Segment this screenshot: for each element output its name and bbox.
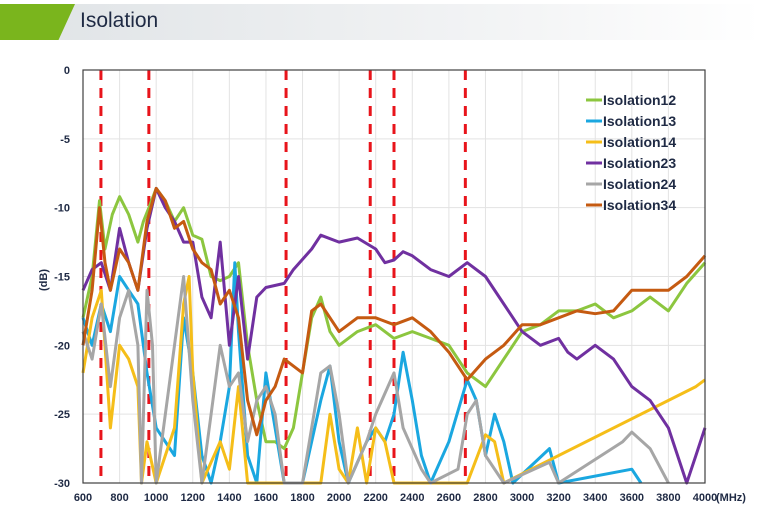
legend-label: Isolation24 [603, 176, 676, 192]
y-tick-label: 0 [64, 65, 70, 77]
x-tick-label: 2000 [327, 492, 351, 504]
x-tick-label: 3400 [583, 492, 607, 504]
x-tick-label: 800 [110, 492, 128, 504]
x-tick-label: 2400 [400, 492, 424, 504]
x-tick-label: 2800 [473, 492, 497, 504]
x-tick-label: 1200 [181, 492, 205, 504]
legend-label: Isolation34 [603, 197, 676, 213]
x-tick-label: 3200 [546, 492, 570, 504]
x-axis-label: (MHz) [716, 492, 746, 504]
x-tick-label: 2600 [437, 492, 461, 504]
legend-label: Isolation14 [603, 134, 676, 150]
series-line-isolation12 [81, 186, 707, 451]
y-tick-label: -30 [54, 478, 70, 490]
legend-label: Isolation23 [603, 155, 676, 171]
y-tick-label: -25 [54, 409, 70, 421]
x-tick-label: 3000 [510, 492, 534, 504]
x-tick-label: 2200 [363, 492, 387, 504]
legend-label: Isolation13 [603, 113, 676, 129]
x-tick-label: 1600 [254, 492, 278, 504]
series-line-isolation34 [81, 186, 707, 437]
x-tick-label: 1800 [290, 492, 314, 504]
y-tick-label: -5 [60, 134, 70, 146]
y-tick-label: -20 [54, 340, 70, 352]
series-line-isolation24 [81, 275, 670, 485]
page-title: Isolation [80, 9, 159, 32]
y-tick-label: -15 [54, 272, 70, 284]
x-tick-label: 1400 [217, 492, 241, 504]
x-tick-label: 1000 [144, 492, 168, 504]
x-tick-label: 600 [74, 492, 92, 504]
header-bar [0, 4, 761, 40]
x-tick-label: 3800 [656, 492, 680, 504]
y-axis-label: (dB) [38, 269, 50, 291]
legend-label: Isolation12 [603, 92, 676, 108]
x-tick-label: 3600 [620, 492, 644, 504]
y-tick-label: -10 [54, 203, 70, 215]
x-tick-label: 4000 [693, 492, 717, 504]
plot-frame [82, 69, 706, 484]
